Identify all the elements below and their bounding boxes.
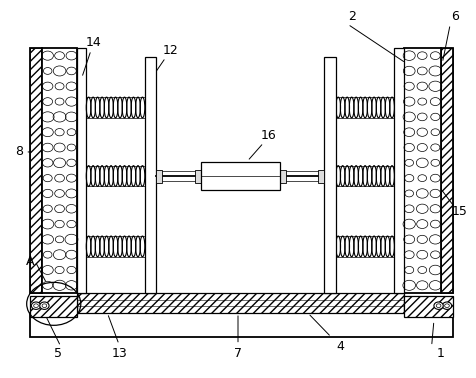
Circle shape [436,304,441,308]
Bar [394,48,404,293]
Bar [156,170,162,183]
Bar [42,48,77,293]
Text: A: A [26,255,35,268]
Text: 13: 13 [111,347,127,360]
Bar [324,57,336,293]
Bar [30,48,42,293]
Circle shape [442,302,452,309]
Bar [441,48,453,293]
Bar [201,162,280,190]
Bar [280,170,286,183]
Text: 15: 15 [452,205,467,218]
Circle shape [31,302,40,309]
Bar [318,170,324,183]
Circle shape [445,304,449,308]
Text: 2: 2 [348,10,356,23]
Text: 4: 4 [337,340,345,353]
Bar [30,48,42,293]
Text: 6: 6 [451,10,459,23]
Bar [404,48,441,293]
Text: 16: 16 [260,129,276,142]
Text: 14: 14 [86,36,101,49]
Text: 12: 12 [162,43,178,57]
Circle shape [42,304,47,308]
Circle shape [40,302,49,309]
Text: 5: 5 [54,347,62,360]
Bar [30,296,77,317]
Text: 7: 7 [234,347,242,360]
Text: 1: 1 [437,347,445,360]
Bar [77,293,404,313]
Text: 17: 17 [204,170,220,183]
Circle shape [34,304,39,308]
Bar [77,48,87,293]
Bar [195,170,201,183]
Bar [404,296,453,317]
Bar [441,48,453,293]
Bar [145,57,156,293]
Circle shape [434,302,443,309]
Text: 8: 8 [15,146,23,158]
Bar [30,313,453,337]
